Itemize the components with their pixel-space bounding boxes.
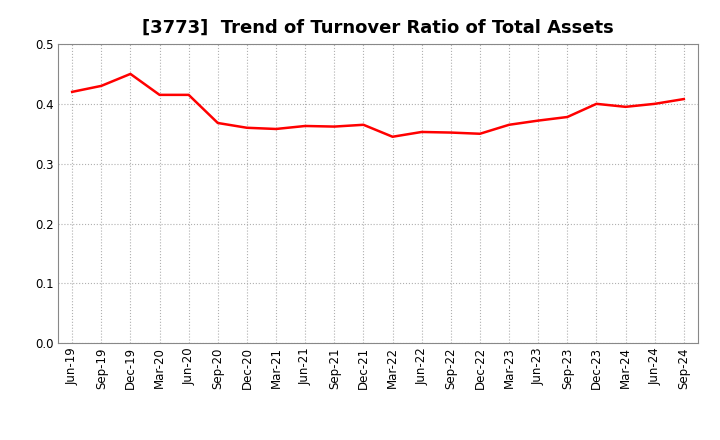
- Title: [3773]  Trend of Turnover Ratio of Total Assets: [3773] Trend of Turnover Ratio of Total …: [142, 19, 614, 37]
